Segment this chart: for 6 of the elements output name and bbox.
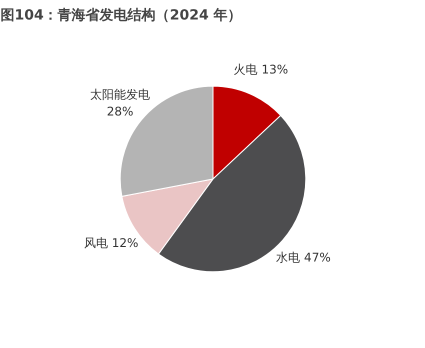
data-label: 28%	[106, 104, 134, 118]
slice-label: 太阳能发电	[90, 88, 150, 102]
chart-title: 图104：青海省发电结构（2024 年）	[0, 8, 242, 24]
slice-label: 火电 13%	[234, 62, 288, 77]
slice-label: 风电 12%	[84, 236, 138, 250]
slice-label: 水电 47%	[276, 250, 331, 265]
